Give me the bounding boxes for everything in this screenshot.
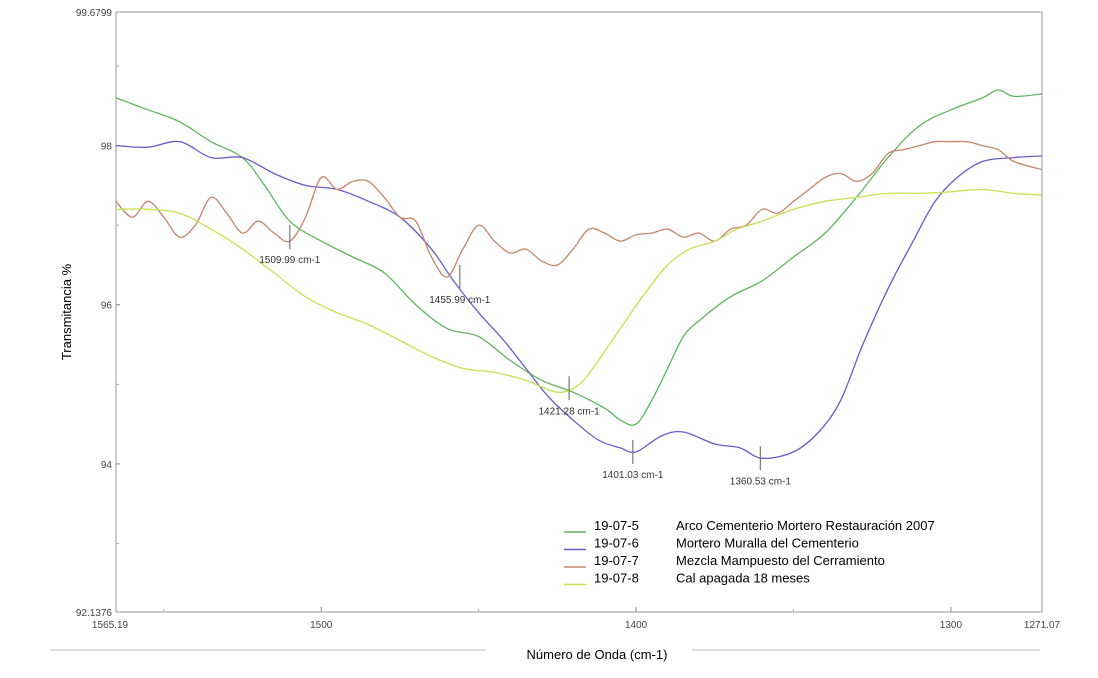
- y-tick-label: 94: [101, 460, 113, 471]
- legend-series-description: Mortero Muralla del Cementerio: [676, 536, 859, 551]
- x-tick-label: 1300: [940, 620, 963, 631]
- x-axis-title-bg: [486, 640, 692, 664]
- series-line-19-07-5: [115, 89, 1043, 426]
- x-axis-title: Número de Onda (cm-1): [527, 647, 668, 662]
- legend-series-id: 19-07-6: [594, 536, 639, 551]
- peak-annotations: 1509.99 cm-1 1455.99 cm-1 1421.28 cm-1 1401…: [259, 225, 791, 487]
- x-axis: 1565.19 1500 1400 1300 1271.07: [92, 607, 1061, 631]
- series-line-19-07-8: [115, 188, 1043, 393]
- series-line-19-07-6: [115, 140, 1043, 460]
- peak-label: 1360.53 cm-1: [730, 476, 792, 487]
- peak-label: 1421.28 cm-1: [539, 406, 601, 417]
- plot-area: [115, 11, 1043, 613]
- peak-label: 1509.99 cm-1: [259, 255, 321, 266]
- legend-series-id: 19-07-8: [594, 571, 639, 586]
- series-line-19-07-7: [115, 140, 1043, 278]
- legend-series-description: Cal apagada 18 meses: [676, 571, 810, 586]
- y-tick-label: 98: [101, 142, 113, 153]
- y-tick-label: 99.6799: [76, 8, 113, 19]
- y-axis: 92.1376 94 96 98 99.6799: [76, 8, 120, 619]
- legend-series-description: Mezcla Mampuesto del Cerramiento: [676, 553, 885, 568]
- x-tick-label: 1271.07: [1024, 620, 1061, 631]
- peak-label: 1455.99 cm-1: [429, 295, 491, 306]
- peak-label: 1401.03 cm-1: [602, 470, 664, 481]
- y-tick-label: 92.1376: [76, 608, 113, 619]
- x-tick-label: 1565.19: [92, 620, 129, 631]
- series-lines: [115, 89, 1043, 460]
- legend-series-description: Arco Cementerio Mortero Restauración 200…: [676, 518, 935, 533]
- x-tick-label: 1500: [310, 620, 333, 631]
- x-tick-label: 1400: [625, 620, 648, 631]
- legend: 19-07-5 Arco Cementerio Mortero Restaurac…: [564, 518, 935, 586]
- y-tick-label: 96: [101, 301, 113, 312]
- legend-series-id: 19-07-7: [594, 553, 639, 568]
- y-axis-title: Transmitancia %: [59, 263, 74, 360]
- legend-series-id: 19-07-5: [594, 518, 639, 533]
